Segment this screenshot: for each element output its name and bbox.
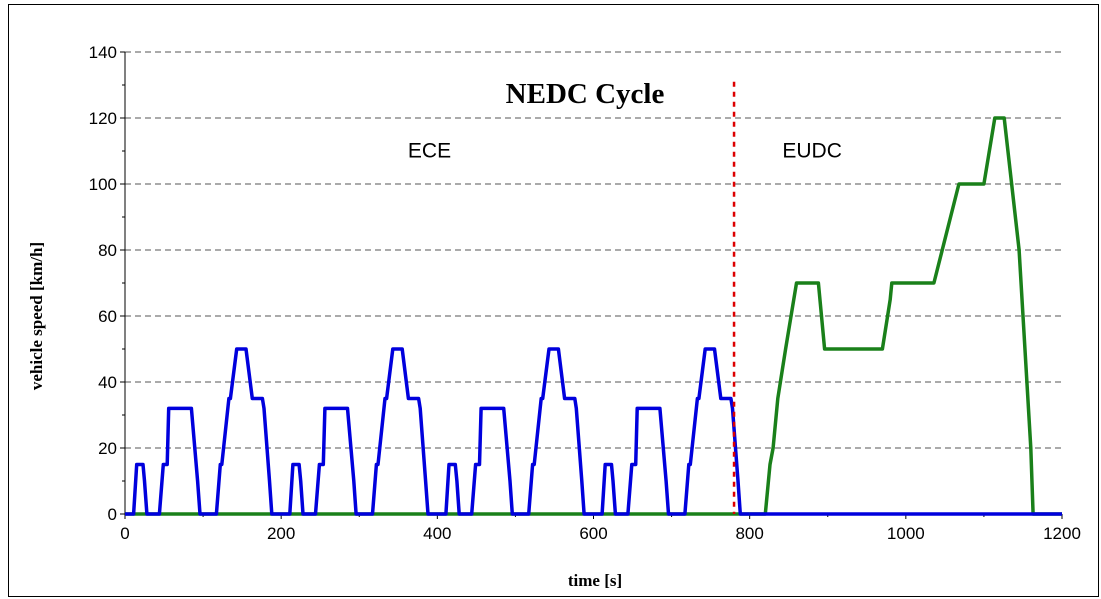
y-tick-label: 40	[98, 373, 117, 392]
y-tick-label: 80	[98, 241, 117, 260]
y-tick-label: 140	[89, 43, 117, 62]
y-tick-label: 100	[89, 175, 117, 194]
series-line-eudc	[125, 116, 1062, 516]
annotation-ece: ECE	[408, 140, 451, 163]
x-tick-label: 1200	[1043, 524, 1081, 543]
x-tick-label: 200	[267, 524, 295, 543]
axes	[120, 51, 1063, 519]
x-tick-label: 1000	[887, 524, 925, 543]
series-group	[125, 81, 1062, 516]
y-tick-label: 120	[89, 109, 117, 128]
grid-lines	[125, 51, 1062, 449]
y-axis-title: vehicle speed [km/h]	[27, 242, 46, 390]
series-line-ece	[125, 347, 750, 516]
x-tick-label: 800	[735, 524, 763, 543]
x-tick-label: 0	[120, 524, 129, 543]
y-tick-label: 60	[98, 307, 117, 326]
x-axis-title: time [s]	[568, 571, 622, 590]
chart-title: NEDC Cycle	[506, 78, 665, 110]
x-tick-label: 400	[423, 524, 451, 543]
annotation-eudc: EUDC	[782, 140, 842, 163]
y-tick-label: 0	[108, 505, 117, 524]
x-tick-label: 600	[579, 524, 607, 543]
tick-labels: 0 20 40 60 80 100 120 140 0 200 400 600 800 1000 1200	[89, 43, 1081, 543]
chart-frame	[8, 4, 1099, 597]
y-tick-label: 20	[98, 439, 117, 458]
